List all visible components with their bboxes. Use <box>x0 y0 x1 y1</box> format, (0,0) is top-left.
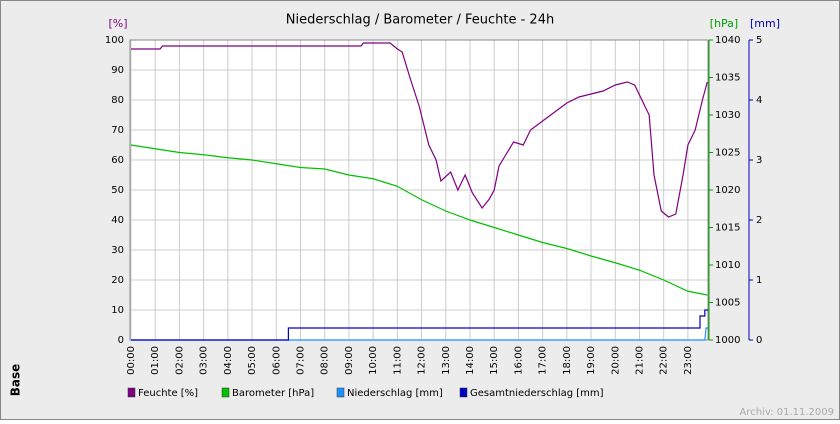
x-tick-label: 14:00 <box>465 346 476 375</box>
y2-tick-label: 1010 <box>715 260 740 271</box>
y2-tick-label: 1020 <box>715 185 740 196</box>
y-tick-label: 70 <box>111 125 124 136</box>
x-tick-label: 01:00 <box>150 346 161 375</box>
x-tick-label: 05:00 <box>247 346 258 375</box>
footnote: Archiv: 01.11.2009 <box>739 407 834 418</box>
watermark: Base <box>9 364 23 397</box>
x-tick-label: 13:00 <box>441 346 452 375</box>
x-tick-label: 12:00 <box>417 346 428 375</box>
series-line <box>131 309 708 341</box>
y2-tick-label: 1030 <box>715 110 740 121</box>
series-line <box>131 42 708 218</box>
y2-tick-label: 1035 <box>715 73 740 84</box>
x-tick-label: 07:00 <box>295 346 306 375</box>
y-tick-label: 100 <box>105 35 124 46</box>
legend-swatch <box>221 387 230 398</box>
x-tick-label: 22:00 <box>659 346 670 375</box>
legend-label: Barometer [hPa] <box>232 388 314 399</box>
x-tick-label: 16:00 <box>513 346 524 375</box>
legend-swatch <box>127 387 136 398</box>
x-tick-label: 08:00 <box>320 346 331 375</box>
x-tick-label: 20:00 <box>610 346 621 375</box>
x-tick-label: 02:00 <box>174 346 185 375</box>
y-tick-label: 50 <box>111 185 124 196</box>
y-tick-label: 0 <box>118 335 124 346</box>
y3-tick-label: 5 <box>756 35 762 46</box>
y2-tick-label: 1005 <box>715 298 740 309</box>
legend-swatch <box>336 387 345 398</box>
y3-tick-label: 2 <box>756 215 762 226</box>
x-tick-label: 06:00 <box>271 346 282 375</box>
x-tick-label: 17:00 <box>538 346 549 375</box>
y-tick-label: 80 <box>111 95 124 106</box>
x-tick-label: 21:00 <box>634 346 645 375</box>
x-tick-label: 00:00 <box>126 346 137 375</box>
y2-tick-label: 1015 <box>715 223 740 234</box>
x-tick-label: 09:00 <box>344 346 355 375</box>
x-tick-label: 23:00 <box>683 346 694 375</box>
y-tick-label: 60 <box>111 155 124 166</box>
y3-axis-label: [mm] <box>750 17 780 30</box>
y3-tick-label: 0 <box>756 335 762 346</box>
x-tick-label: 19:00 <box>586 346 597 375</box>
legend-label: Niederschlag [mm] <box>347 388 443 399</box>
y-tick-label: 30 <box>111 245 124 256</box>
chart-title: Niederschlag / Barometer / Feuchte - 24h <box>286 13 554 28</box>
series-line <box>131 327 708 341</box>
y2-tick-label: 1000 <box>715 335 740 346</box>
y3-tick-label: 4 <box>756 95 762 106</box>
y-tick-label: 10 <box>111 305 124 316</box>
x-tick-label: 15:00 <box>489 346 500 375</box>
y-tick-label: 20 <box>111 275 124 286</box>
y2-axis-label: [hPa] <box>710 17 738 30</box>
x-tick-label: 03:00 <box>199 346 210 375</box>
y-tick-label: 90 <box>111 65 124 76</box>
y2-tick-label: 1025 <box>715 148 740 159</box>
x-tick-label: 18:00 <box>562 346 573 375</box>
y3-tick-label: 1 <box>756 275 762 286</box>
y-tick-label: 40 <box>111 215 124 226</box>
legend-swatch <box>459 387 468 398</box>
x-tick-label: 11:00 <box>392 346 403 375</box>
legend-label: Feuchte [%] <box>138 388 198 399</box>
x-tick-label: 10:00 <box>368 346 379 375</box>
y3-tick-label: 3 <box>756 155 762 166</box>
y2-tick-label: 1040 <box>715 35 740 46</box>
legend-label: Gesamtniederschlag [mm] <box>470 388 604 399</box>
series-line <box>130 144 708 296</box>
y-axis-label: [%] <box>108 17 127 30</box>
x-tick-label: 04:00 <box>223 346 234 375</box>
